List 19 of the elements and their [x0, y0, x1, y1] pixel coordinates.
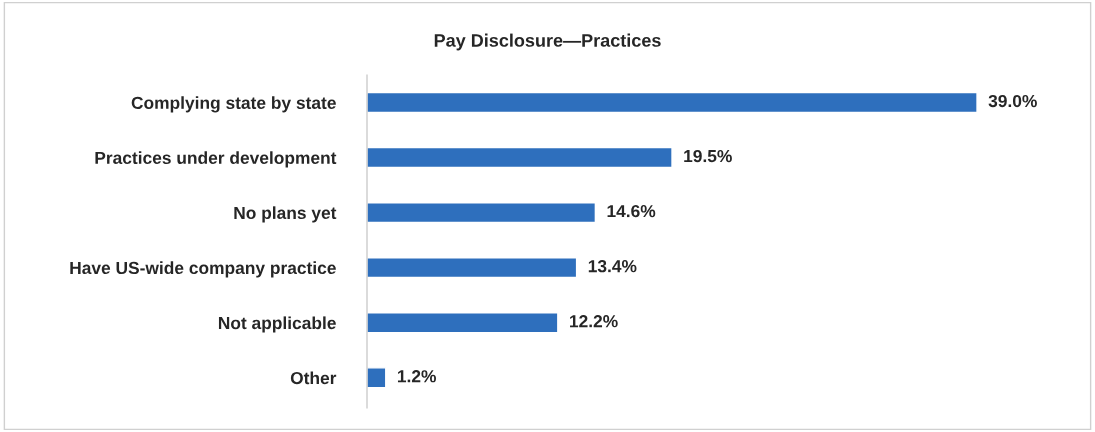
- data-label: 14.6%: [607, 204, 656, 218]
- y-tick-label: Not applicable: [218, 316, 336, 333]
- bar: [367, 367, 387, 389]
- data-label: 12.2%: [570, 315, 618, 328]
- y-tick-label: Practices under development: [95, 151, 337, 168]
- y-tick-label: Have US-wide company practice: [70, 261, 336, 278]
- y-tick-label: Complying state by state: [131, 96, 336, 113]
- bar: [367, 312, 559, 334]
- data-label: 13.4%: [588, 260, 637, 273]
- y-tick-label: Other: [290, 371, 337, 385]
- data-label: 19.5%: [684, 149, 732, 163]
- chart-title: Pay Disclosure—Practices: [434, 33, 661, 51]
- bar: [367, 91, 978, 114]
- bar: [367, 202, 597, 224]
- data-label: 39.0%: [988, 94, 1037, 108]
- bar: [367, 257, 578, 279]
- y-tick-label: No plans yet: [234, 206, 337, 223]
- bar: [367, 146, 673, 169]
- data-label: 1.2%: [397, 370, 436, 383]
